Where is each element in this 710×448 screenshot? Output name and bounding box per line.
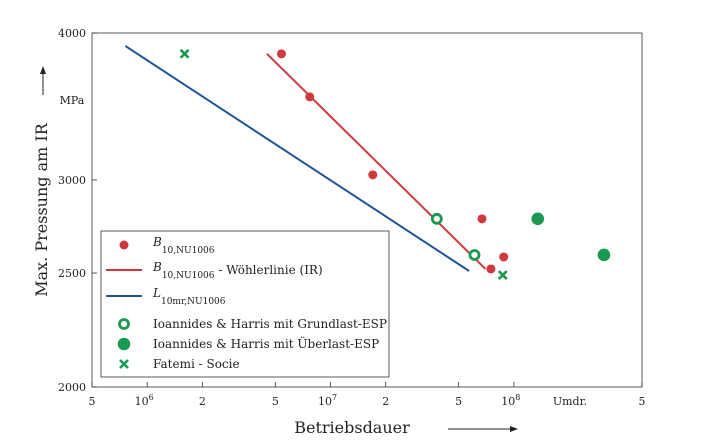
x-tick-label: 107 xyxy=(318,393,337,408)
legend-label-main: B xyxy=(152,235,162,249)
y-unit-label: MPa xyxy=(60,94,85,107)
legend-label: L10mr,NU1006 xyxy=(152,286,226,307)
legend-marker-dot xyxy=(119,240,129,250)
y-tick-label: 2000 xyxy=(58,381,86,394)
x-tick-exponent: 7 xyxy=(332,393,337,402)
legend-label: B10,NU1006 - Wöhlerlinie (IR) xyxy=(152,260,323,281)
legend-label-main: B xyxy=(152,260,162,274)
legend-box xyxy=(100,230,390,378)
legend-marker-ring xyxy=(118,318,130,330)
data-point-cross xyxy=(497,270,508,281)
x-tick-label: 2 xyxy=(199,395,206,408)
data-point-bigdot xyxy=(597,248,611,262)
x-tick-label: 5 xyxy=(455,395,462,408)
data-point-bigdot xyxy=(531,212,545,226)
x-tick-exponent: 8 xyxy=(515,393,520,402)
legend-label: Ioannides & Harris mit Überlast-ESP xyxy=(153,335,379,351)
legend-label: Fatemi - Socie xyxy=(153,357,240,371)
x-tick-label: 5 xyxy=(639,395,646,408)
x-tick-label: 5 xyxy=(272,395,279,408)
legend-label-subscript: 10mr,NU1006 xyxy=(161,297,226,307)
legend-label: Ioannides & Harris mit Grundlast-ESP xyxy=(153,317,387,331)
legend-label-subscript: 10,NU1006 xyxy=(162,246,215,256)
y-tick-label: 4000 xyxy=(58,27,86,40)
data-point-cross xyxy=(179,48,190,59)
data-point-dot xyxy=(276,49,286,59)
data-point-dot xyxy=(499,252,509,262)
data-point-ring xyxy=(468,249,481,261)
x-axis-title: Betriebsdauer xyxy=(294,418,410,437)
y-axis-title: Max. Pressung am IR xyxy=(32,122,51,296)
x-unit-label: Umdr. xyxy=(553,395,587,408)
legend-label-suffix: - Wöhlerlinie (IR) xyxy=(215,263,323,277)
legend-label-subscript: 10,NU1006 xyxy=(162,271,215,281)
y-tick-label: 2500 xyxy=(58,267,86,280)
x-tick-exponent: 6 xyxy=(149,393,154,402)
data-point-dot xyxy=(368,170,378,180)
y-ticks: 4000 3000 2500 2000 xyxy=(58,27,97,394)
legend-label-main: L xyxy=(152,286,161,300)
series-line xyxy=(124,45,470,272)
data-point-dot xyxy=(486,264,496,274)
y-tick-label: 3000 xyxy=(58,174,86,187)
legend-marker-bigdot xyxy=(117,337,131,351)
series-line xyxy=(266,53,487,270)
data-point-dot xyxy=(477,214,487,224)
data-point-ring xyxy=(430,212,443,225)
legend-marker-cross xyxy=(119,359,129,369)
x-tick-label: 106 xyxy=(135,393,154,408)
y-axis-arrow xyxy=(40,66,46,95)
series-layer xyxy=(124,45,611,281)
legend-label: B10,NU1006 xyxy=(152,235,215,256)
x-tick-label: 5 xyxy=(89,395,96,408)
x-axis-arrow xyxy=(448,426,518,432)
plot-frame xyxy=(91,32,643,388)
x-tick-label: 2 xyxy=(382,395,389,408)
data-point-dot xyxy=(305,92,315,102)
x-tick-label: 108 xyxy=(501,393,520,408)
